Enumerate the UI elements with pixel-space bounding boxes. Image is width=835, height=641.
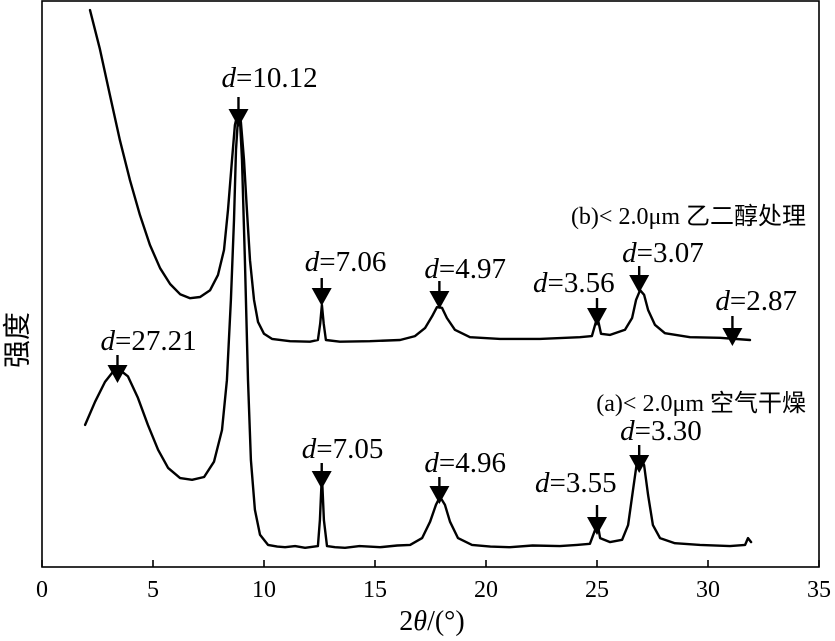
- arrow-down-icon: [429, 486, 450, 504]
- x-tick-label: 15: [363, 577, 387, 603]
- arrow-down-icon: [311, 288, 332, 306]
- x-tick-label: 30: [696, 577, 720, 603]
- peak-annotation: d=3.56: [533, 267, 615, 326]
- arrow-down-icon: [587, 517, 607, 535]
- d-spacing-label: d=7.05: [302, 433, 384, 465]
- x-tick-label: 25: [585, 577, 609, 603]
- d-spacing-label: d=4.96: [424, 447, 506, 479]
- x-axis-ticks: [41, 560, 820, 567]
- arrow-down-icon: [587, 308, 607, 326]
- peak-annotation: d=7.05: [302, 433, 384, 489]
- peak-annotation: d=7.06: [305, 246, 387, 306]
- x-tick-label: 20: [474, 577, 498, 603]
- d-spacing-label: d=7.06: [305, 246, 387, 278]
- x-axis-tick-labels: 0 5 10 15 20 25 30 35: [36, 577, 831, 603]
- arrow-down-icon: [629, 455, 650, 473]
- d-spacing-label: d=4.97: [424, 253, 506, 285]
- arrow-down-icon: [722, 328, 743, 346]
- arrow-down-icon: [107, 365, 128, 383]
- d-spacing-label: d=10.12: [221, 62, 317, 94]
- peak-annotation: d=4.97: [424, 253, 506, 309]
- peak-annotations: d=10.12 d=7.06 d=4.97 d=3.56d=3.07 d=2.87 d=2…: [100, 62, 797, 535]
- series-label-a: (a)< 2.0μm 空气干燥: [596, 390, 806, 417]
- d-spacing-label: d=3.30: [620, 415, 702, 447]
- x-tick-label: 0: [36, 577, 48, 603]
- x-axis-label: 2θ/(°): [399, 606, 464, 637]
- d-spacing-label: d=27.21: [100, 325, 196, 357]
- series-line-a: [83, 117, 753, 549]
- plot-frame: [41, 0, 820, 568]
- arrow-down-icon: [429, 291, 450, 309]
- arrow-down-icon: [311, 471, 332, 489]
- peak-annotation: d=10.12: [221, 62, 318, 127]
- series-curves: [83, 8, 753, 549]
- series-label-b: (b)< 2.0μm 乙二醇处理: [571, 203, 806, 230]
- y-axis-label: 强度: [2, 312, 34, 368]
- x-tick-label: 10: [252, 577, 276, 603]
- peak-annotation: d=3.55: [535, 467, 617, 535]
- d-spacing-label: d=3.55: [535, 467, 617, 499]
- x-tick-label: 5: [147, 577, 159, 603]
- peak-annotation: d=27.21: [100, 325, 197, 383]
- arrow-down-icon: [228, 109, 249, 127]
- peak-annotation: d=3.30: [620, 415, 702, 473]
- peak-annotation: d=3.07: [622, 237, 704, 293]
- series-line-b: [88, 8, 752, 343]
- peak-annotation: d=4.96: [424, 447, 506, 504]
- x-tick-label: 35: [807, 577, 831, 603]
- d-spacing-label: d=3.56: [533, 267, 615, 299]
- d-spacing-label: d=2.87: [715, 285, 797, 317]
- arrow-down-icon: [629, 275, 650, 293]
- d-spacing-label: d=3.07: [622, 237, 704, 269]
- peak-annotation: d=2.87: [715, 285, 797, 346]
